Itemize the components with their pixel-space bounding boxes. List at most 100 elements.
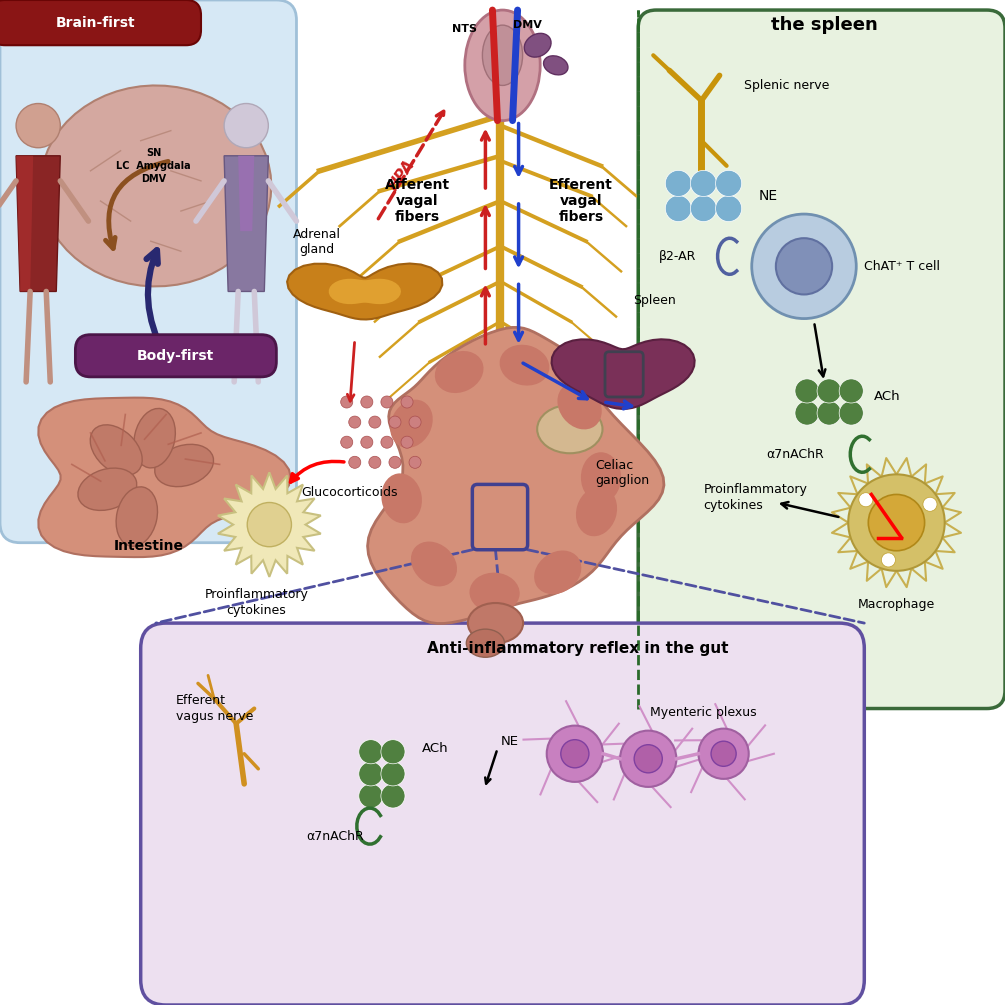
Circle shape [665, 195, 691, 221]
Circle shape [868, 494, 925, 551]
Polygon shape [368, 328, 664, 623]
Circle shape [369, 416, 381, 428]
Text: Glucocorticoids: Glucocorticoids [302, 486, 398, 499]
Polygon shape [218, 472, 321, 577]
Text: Proinflammatory
cytokines: Proinflammatory cytokines [204, 588, 309, 617]
Ellipse shape [90, 425, 143, 475]
Circle shape [409, 416, 421, 428]
Ellipse shape [558, 383, 602, 429]
Polygon shape [552, 340, 694, 409]
Text: α7nAChR: α7nAChR [766, 448, 823, 460]
Ellipse shape [155, 444, 213, 486]
Circle shape [752, 214, 856, 319]
Circle shape [341, 396, 353, 408]
Circle shape [359, 762, 383, 786]
Polygon shape [287, 263, 442, 320]
Circle shape [716, 195, 742, 221]
Text: Splenic nerve: Splenic nerve [744, 79, 829, 91]
Circle shape [359, 740, 383, 764]
Ellipse shape [469, 573, 520, 613]
Polygon shape [16, 156, 33, 291]
Text: Macrophage: Macrophage [858, 598, 935, 611]
Text: Brain-first: Brain-first [55, 16, 136, 30]
Circle shape [817, 401, 841, 425]
Circle shape [776, 238, 832, 294]
Circle shape [859, 492, 873, 507]
Circle shape [369, 456, 381, 468]
Text: SN
LC  Amygdala
DMV: SN LC Amygdala DMV [117, 148, 191, 184]
Circle shape [690, 195, 717, 221]
Circle shape [247, 502, 291, 547]
Circle shape [698, 729, 749, 779]
Polygon shape [224, 156, 268, 291]
Ellipse shape [435, 351, 483, 393]
Ellipse shape [544, 56, 568, 74]
FancyBboxPatch shape [75, 335, 276, 377]
Circle shape [665, 170, 691, 197]
Ellipse shape [581, 452, 621, 502]
Text: Myenteric plexus: Myenteric plexus [650, 706, 757, 719]
Circle shape [881, 553, 895, 567]
Circle shape [361, 396, 373, 408]
Text: Celiac
ganglion: Celiac ganglion [595, 459, 649, 487]
Ellipse shape [576, 486, 617, 537]
Text: NE: NE [759, 189, 778, 203]
Ellipse shape [464, 10, 541, 121]
Text: NTS: NTS [452, 24, 476, 34]
Text: α7nAChR: α7nAChR [307, 830, 364, 842]
Ellipse shape [390, 400, 433, 448]
Circle shape [716, 170, 742, 197]
Text: Spleen: Spleen [633, 293, 676, 307]
Circle shape [341, 436, 353, 448]
Polygon shape [238, 156, 254, 231]
Text: Proinflammatory
cytokines: Proinflammatory cytokines [704, 483, 807, 512]
Circle shape [817, 379, 841, 403]
FancyBboxPatch shape [0, 0, 201, 45]
Circle shape [389, 456, 401, 468]
Ellipse shape [499, 345, 550, 386]
Polygon shape [16, 156, 60, 291]
Ellipse shape [482, 25, 523, 85]
Text: ChAT⁺ T cell: ChAT⁺ T cell [864, 260, 941, 272]
Circle shape [16, 104, 60, 148]
Ellipse shape [381, 473, 422, 524]
Circle shape [349, 456, 361, 468]
Ellipse shape [525, 33, 551, 57]
Ellipse shape [468, 603, 524, 643]
Circle shape [349, 416, 361, 428]
Text: ACh: ACh [874, 391, 900, 403]
Ellipse shape [117, 486, 158, 547]
Circle shape [381, 784, 405, 808]
Circle shape [690, 170, 717, 197]
Circle shape [712, 741, 736, 766]
Circle shape [839, 401, 863, 425]
Circle shape [361, 436, 373, 448]
Ellipse shape [411, 542, 457, 587]
Circle shape [620, 731, 676, 787]
Ellipse shape [537, 405, 603, 453]
Circle shape [359, 784, 383, 808]
Ellipse shape [78, 468, 137, 511]
Circle shape [547, 726, 603, 782]
Text: Intestine: Intestine [114, 539, 184, 553]
Circle shape [561, 740, 589, 768]
FancyBboxPatch shape [638, 10, 1005, 709]
Text: Efferent
vagus nerve: Efferent vagus nerve [176, 694, 253, 723]
Circle shape [401, 396, 413, 408]
Text: Adrenal
gland: Adrenal gland [292, 228, 341, 256]
Text: Efferent
vagal
fibers: Efferent vagal fibers [549, 178, 613, 224]
Circle shape [409, 456, 421, 468]
FancyBboxPatch shape [0, 0, 296, 543]
Text: Anti-inflammatory reflex in the gut: Anti-inflammatory reflex in the gut [427, 641, 729, 655]
Text: NE: NE [500, 736, 519, 748]
Circle shape [848, 474, 945, 571]
Circle shape [634, 745, 662, 773]
Text: Afferent
vagal
fibers: Afferent vagal fibers [385, 178, 449, 224]
Text: β2-AR: β2-AR [659, 250, 696, 262]
Circle shape [795, 401, 819, 425]
Circle shape [389, 416, 401, 428]
Circle shape [795, 379, 819, 403]
FancyBboxPatch shape [141, 623, 864, 1005]
Circle shape [381, 762, 405, 786]
Polygon shape [329, 278, 401, 305]
